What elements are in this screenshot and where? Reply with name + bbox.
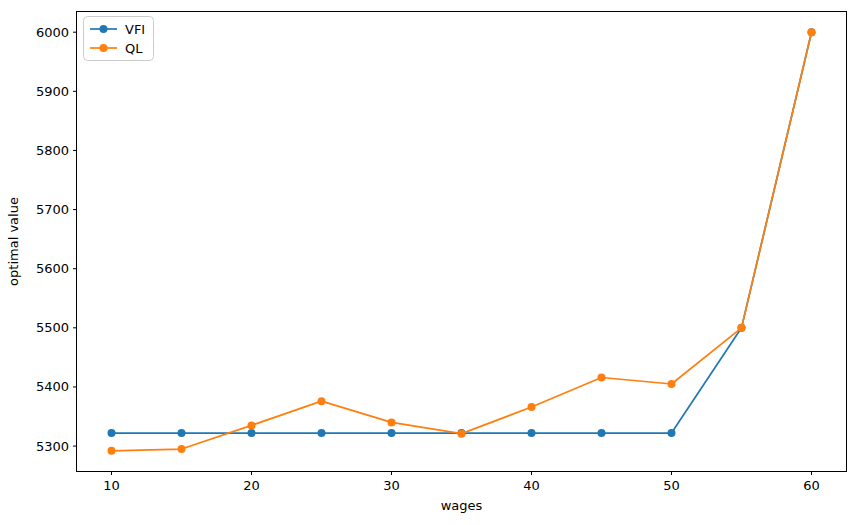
legend-marker-vfi: [100, 25, 108, 33]
series-marker-ql: [318, 397, 326, 405]
y-tick-label: 6000: [36, 25, 69, 40]
x-tick-label: 50: [663, 478, 680, 493]
series-marker-vfi: [178, 429, 186, 437]
series-marker-ql: [808, 28, 816, 36]
legend-label-ql: QL: [125, 41, 143, 56]
y-tick-label: 5400: [36, 379, 69, 394]
series-marker-vfi: [668, 429, 676, 437]
series-marker-vfi: [528, 429, 536, 437]
series-marker-ql: [388, 418, 396, 426]
x-tick-label: 10: [103, 478, 120, 493]
x-tick-label: 60: [803, 478, 820, 493]
x-tick-label: 20: [243, 478, 260, 493]
y-axis-label: optimal value: [6, 197, 21, 286]
line-chart-canvas: 10 20 30 40 50 60 5300 5400 5500 5600 5700 5800 5900…: [0, 0, 859, 525]
series-marker-ql: [738, 324, 746, 332]
series-marker-vfi: [108, 429, 116, 437]
series-marker-ql: [598, 373, 606, 381]
x-tick-label: 30: [383, 478, 400, 493]
y-tick-label: 5300: [36, 439, 69, 454]
matplotlib-figure: 10 20 30 40 50 60 5300 5400 5500 5600 5700 5800 5900…: [0, 0, 859, 525]
series-marker-ql: [668, 380, 676, 388]
y-tick-label: 5800: [36, 143, 69, 158]
y-tick-label: 5900: [36, 84, 69, 99]
series-marker-ql: [108, 447, 116, 455]
y-tick-label: 5700: [36, 202, 69, 217]
legend: VFI QL: [84, 17, 154, 61]
series-layer: [108, 28, 816, 455]
series-marker-ql: [248, 421, 256, 429]
series-marker-vfi: [388, 429, 396, 437]
series-marker-vfi: [248, 429, 256, 437]
x-tick-label: 40: [523, 478, 540, 493]
series-marker-vfi: [598, 429, 606, 437]
series-marker-vfi: [318, 429, 326, 437]
axes-layer: 10 20 30 40 50 60 5300 5400 5500 5600 5700 5800 5900…: [36, 12, 847, 493]
series-marker-ql: [528, 403, 536, 411]
legend-label-vfi: VFI: [125, 22, 145, 37]
plot-frame: [77, 12, 847, 472]
series-line-ql: [112, 32, 812, 451]
x-axis-label: wages: [441, 498, 483, 513]
y-tick-label: 5600: [36, 261, 69, 276]
series-marker-ql: [178, 445, 186, 453]
series-marker-ql: [458, 430, 466, 438]
series-line-vfi: [112, 32, 812, 433]
legend-marker-ql: [100, 44, 108, 52]
y-tick-label: 5500: [36, 320, 69, 335]
